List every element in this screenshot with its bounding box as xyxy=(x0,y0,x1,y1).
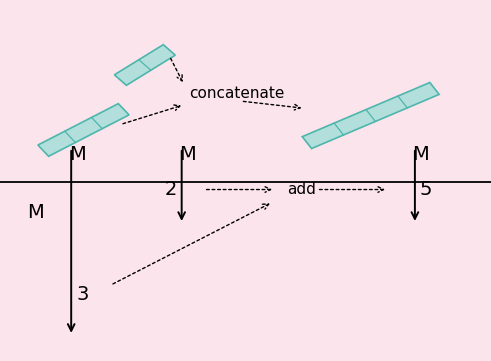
FancyBboxPatch shape xyxy=(302,83,439,148)
Text: 3: 3 xyxy=(76,285,88,304)
Text: 2: 2 xyxy=(164,180,177,199)
FancyBboxPatch shape xyxy=(38,104,129,156)
Text: M: M xyxy=(412,145,429,164)
Text: M: M xyxy=(179,145,196,164)
Text: M: M xyxy=(27,204,44,222)
Text: 5: 5 xyxy=(420,180,432,199)
Text: M: M xyxy=(69,145,85,164)
FancyBboxPatch shape xyxy=(114,45,175,85)
Text: add: add xyxy=(287,182,316,197)
Text: concatenate: concatenate xyxy=(189,86,284,101)
